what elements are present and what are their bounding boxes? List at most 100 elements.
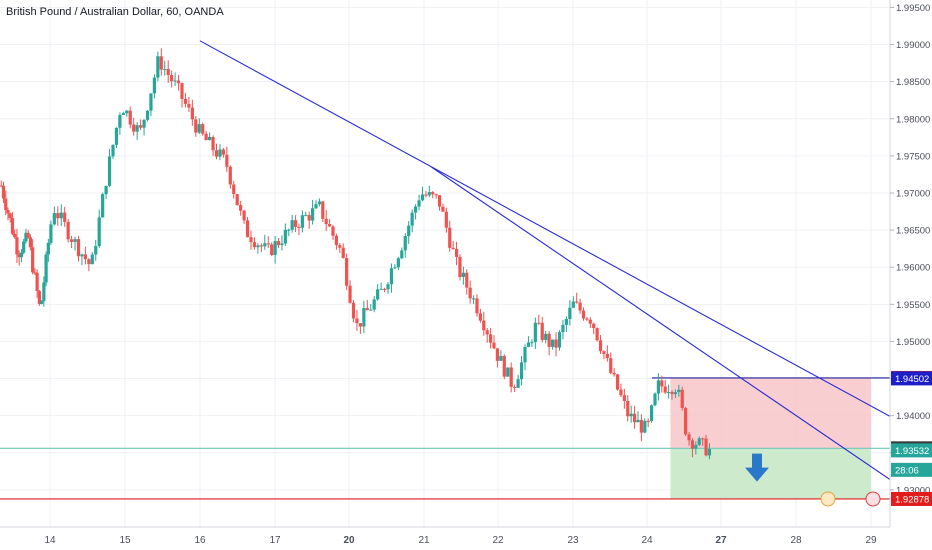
candle-body [537,322,541,324]
candle-body [280,243,284,246]
candle-body [135,125,139,132]
trendline[interactable] [431,166,917,498]
candle-body [441,206,445,212]
candle-body [365,308,369,311]
candle-body [564,318,568,325]
stop-loss-zone[interactable] [670,377,871,449]
candle-body [166,68,170,76]
trendlines[interactable] [199,40,917,498]
candle-body [348,285,352,303]
candle-body [145,110,150,120]
price-tick-label: 1.97500 [896,151,930,162]
time-tick-label: 21 [418,535,430,546]
candle-body [214,150,219,157]
candle-body [104,185,108,195]
candle-body [622,395,626,401]
candle-body [338,245,342,248]
price-tick-label: 1.99000 [896,40,930,51]
candle-body [242,210,246,221]
candle-body [42,282,46,301]
candle-body [502,355,506,377]
candle-body [201,124,205,134]
price-label-text: 1.94502 [895,374,929,385]
candle-body [482,320,486,331]
candle-body [170,75,174,82]
candle-body [581,310,586,319]
candle-body [287,229,291,231]
candle-body [389,268,394,285]
candle-body [204,133,208,141]
candle-body [707,449,712,456]
candle-body [132,124,136,132]
candle-body [530,342,534,344]
candle-body [125,110,129,114]
candle-body [554,339,558,348]
candle-body [454,248,459,257]
candle-body [249,237,253,243]
time-tick-label: 16 [194,535,206,546]
candle-body [152,77,156,94]
candle-body [76,239,81,257]
candle-body [471,298,476,300]
candle-body [208,136,212,141]
candle-body [585,318,589,320]
candle-body [256,245,260,248]
candle-body [341,247,345,258]
candle-body [427,192,431,196]
candle-body [283,229,287,244]
price-tick-label: 1.96000 [896,263,930,274]
candle-body [575,301,579,303]
candle-body [382,288,387,290]
candle-body [451,247,455,249]
candle-body [225,154,229,167]
candle-body [331,226,335,236]
candle-body [475,298,479,314]
candle-body [334,235,339,246]
event-flag-icon[interactable] [865,491,881,507]
candles [0,48,712,460]
candle-body [15,237,19,255]
candle-body [22,241,26,253]
candle-body [509,367,513,387]
event-flag-icon[interactable] [820,491,836,507]
candle-body [28,237,33,248]
candle-body [239,205,243,211]
price-tick-label: 1.94000 [896,411,930,422]
candle-body [557,332,562,348]
candle-body [10,218,15,234]
time-tick-label: 23 [567,535,579,546]
candle-body [376,289,380,300]
candle-body [499,355,503,361]
candle-body [660,380,664,387]
candle-body [321,201,325,219]
candle-body [690,440,695,449]
candle-body [649,405,654,422]
candle-body [571,301,575,308]
candle-body [33,272,37,274]
candle-body [639,419,643,433]
candle-body [619,389,623,396]
candle-body [632,413,637,423]
take-profit-zone[interactable] [670,448,871,499]
candle-body [80,254,84,257]
candle-body [324,218,328,224]
candle-body [297,226,301,228]
candle-body [547,333,551,347]
candle-body [386,284,390,290]
price-axis[interactable]: 1.99500 1.99000 1.98500 1.98000 1.97500 1.970… [889,0,932,550]
candle-body [290,220,294,230]
candle-body [516,379,520,388]
candle-body [673,392,678,395]
candle-body [592,323,596,329]
trendline[interactable] [199,40,917,431]
time-axis[interactable]: 14 15 16 17 20 21 22 23 24 27 28 29 [0,526,932,550]
time-tick-label: 27 [715,535,727,546]
candle-body [437,195,442,207]
time-tick-label: 14 [44,535,56,546]
candle-body [465,272,469,288]
time-axis-background [0,527,932,550]
candle-body [615,374,620,390]
position-zones [670,377,871,499]
